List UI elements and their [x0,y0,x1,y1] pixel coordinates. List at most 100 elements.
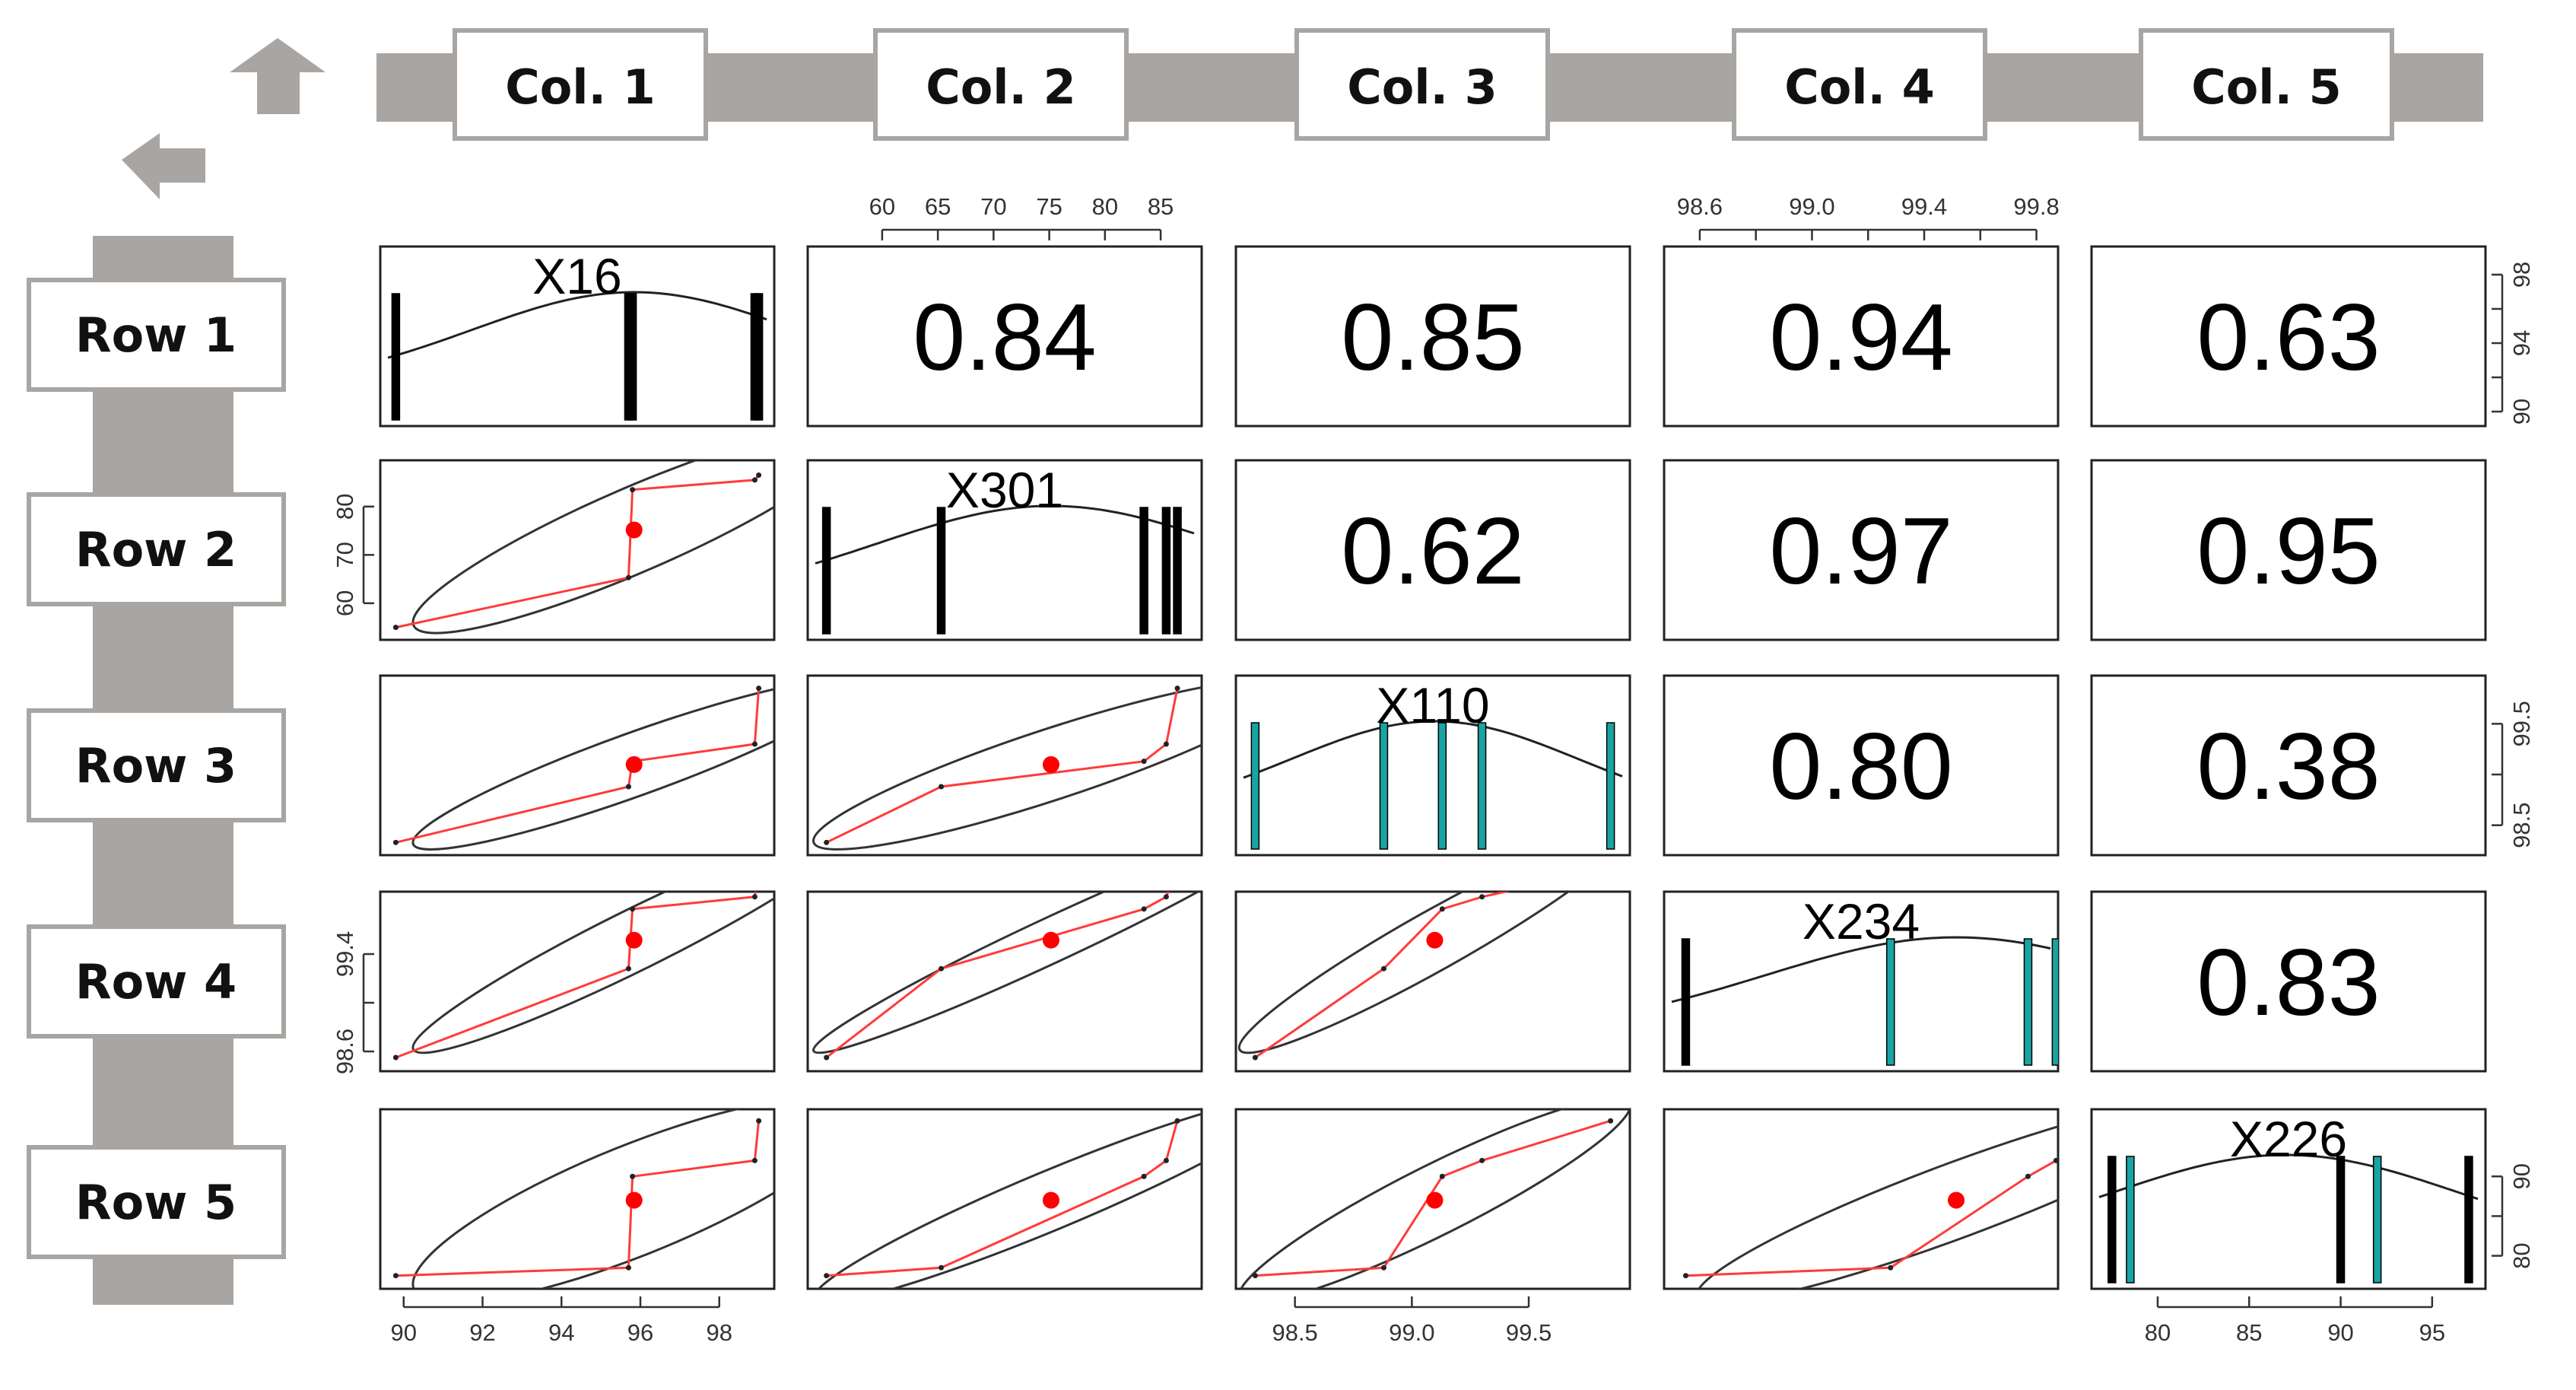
correlation-value: 0.80 [1769,714,1952,819]
tick-label: 99.8 [2013,193,2059,220]
data-point [939,1264,945,1271]
mean-point [1042,1191,1059,1209]
panel-frame [1234,245,1631,428]
rug-bar [1885,938,1895,1066]
tick-label: 98 [707,1319,732,1346]
data-point [630,487,636,493]
confidence-ellipse [812,1109,1202,1289]
left-axis-row4: 98.6 99.4 [332,931,374,1074]
correlation-value: 0.97 [1769,499,1952,604]
rug-bar [2023,938,2033,1066]
confidence-ellipse [411,460,774,635]
panel-frame [806,1108,1203,1290]
panel-r5-c4 [1663,1108,2060,1290]
row-label-4: Row 4 [27,924,286,1039]
data-point [1439,906,1445,912]
rug-bar [1161,507,1171,635]
tick-label: 60 [332,590,358,616]
panel-r3-c5: 0.38 [2090,674,2487,857]
panel-frame [379,459,776,641]
density-group [1671,936,2058,1066]
tick-label: 96 [627,1319,653,1346]
tick-label: 99.4 [332,931,358,977]
column-label-text: Col. 1 [505,59,656,115]
left-arrow-icon [122,133,205,199]
panel-r2-c3: 0.62 [1234,459,1631,641]
confidence-ellipse [1695,1109,2058,1289]
panel-r4-c3 [1234,890,1631,1073]
panel-r5-c2 [806,1108,1203,1290]
panel-frame [379,674,776,857]
mean-point [625,1191,643,1209]
panel-r4-c1 [379,890,776,1073]
tick-label: 70 [980,193,1006,220]
panel-r2-c2: X301 [806,459,1203,641]
scatter-group [1237,892,1630,1061]
data-point [392,1054,399,1061]
tick-label: 99.0 [1389,1319,1434,1346]
left-axis-row2: 60 70 80 [332,494,374,616]
panel-frame [806,459,1203,641]
data-point [1682,1273,1688,1279]
column-label-3: Col. 3 [1294,28,1550,141]
top-axis-col2: 60 65 70 75 80 85 [869,193,1174,240]
panel-frame [2090,674,2487,857]
data-point [392,1273,399,1279]
row-label-2: Row 2 [27,492,286,606]
tick-label: 98 [2508,262,2535,288]
panel-frame [806,890,1203,1073]
column-label-1: Col. 1 [453,28,708,141]
row-label-text: Row 4 [75,954,237,1010]
confidence-ellipse [812,678,1202,851]
data-point [1174,1118,1180,1124]
data-point [824,1054,830,1061]
rug-bar [1681,938,1691,1066]
tick-label: 90 [2508,1163,2535,1189]
scatter-group [812,892,1202,1061]
correlation-value: 0.94 [1769,285,1952,390]
panel-frame [1663,459,2060,641]
column-label-box [2139,28,2394,141]
panel-r1-c2: 0.84 [806,245,1203,428]
panel-frame [379,245,776,428]
row-label-text: Row 1 [75,307,237,363]
data-point [751,894,758,900]
tick-label: 94 [2508,330,2535,356]
tick-label: 80 [2145,1319,2171,1346]
data-point [1608,1118,1614,1124]
rug-bar [1250,722,1260,850]
data-point [1380,1264,1386,1271]
panel-r5-c1 [379,1108,776,1290]
row-label-text: Row 3 [75,738,237,794]
right-axis-row3: 98.5 99.5 [2492,701,2535,848]
confidence-ellipse [411,892,774,1054]
confidence-ellipse [1237,892,1630,1054]
panel-r2-c1 [379,459,776,641]
data-point [625,784,631,790]
data-point [939,784,945,790]
row-label-box [27,492,286,606]
bottom-axis-col1: 90 92 94 96 98 [391,1296,732,1346]
density-curve [387,291,767,359]
column-label-text: Col. 4 [1784,59,1935,115]
rug-bar [2107,1156,2117,1283]
panel-frame [1234,674,1631,857]
row-label-text: Row 5 [75,1175,237,1230]
correlation-value: 0.85 [1341,285,1524,390]
panel-frame [2090,459,2487,641]
column-label-text: Col. 5 [2191,59,2342,115]
mean-point [1948,1191,1965,1209]
scatter-group [1237,1109,1630,1289]
data-point [751,1157,758,1163]
rug-bar [936,507,946,635]
data-point [1141,759,1147,765]
bottom-axis-col3: 98.5 99.0 99.5 [1272,1296,1552,1346]
confidence-ellipse [812,892,1202,1054]
panel-r5-c3 [1234,1108,1631,1290]
data-point [625,965,631,972]
rug-bar [1379,722,1389,850]
rug-bar [1173,507,1182,635]
mean-point [1426,1191,1444,1209]
mean-point [625,521,643,539]
panel-frame [1234,890,1631,1073]
